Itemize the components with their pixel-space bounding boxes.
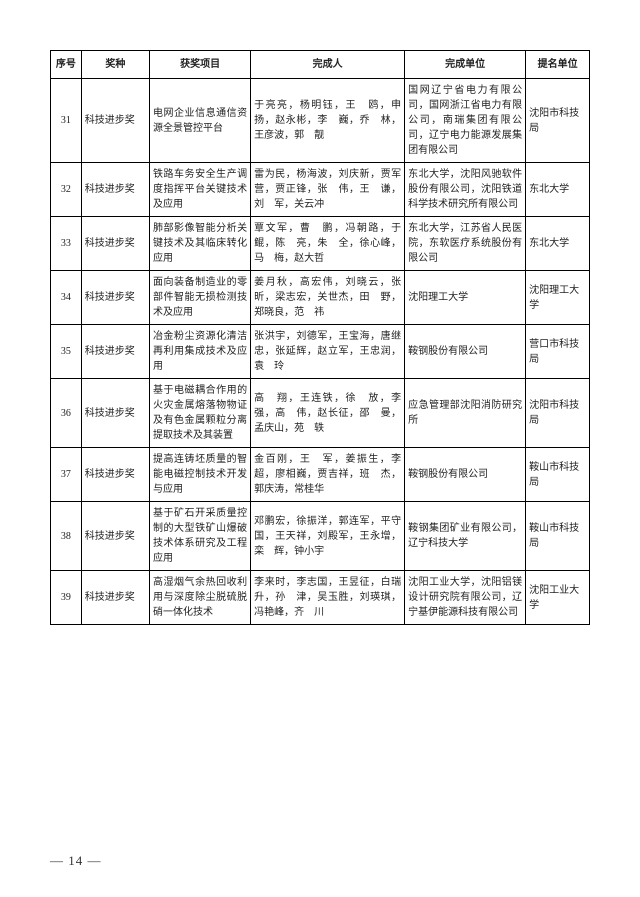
- cell-nom: 沈阳理工大学: [526, 271, 590, 325]
- table-body: 31科技进步奖电网企业信息通信资源全景管控平台于亮亮，杨明钰，王 鸥，申 扬，赵…: [51, 79, 590, 625]
- cell-project: 电网企业信息通信资源全景管控平台: [149, 79, 250, 163]
- cell-award: 科技进步奖: [81, 502, 149, 571]
- cell-seq: 35: [51, 325, 82, 379]
- table-row: 38科技进步奖基于矿石开采质量控制的大型铁矿山爆破技术体系研究及工程应用邓鹏宏，…: [51, 502, 590, 571]
- cell-nom: 东北大学: [526, 163, 590, 217]
- cell-unit: 沈阳理工大学: [405, 271, 526, 325]
- cell-project: 冶金粉尘资源化清洁再利用集成技术及应用: [149, 325, 250, 379]
- table-row: 34科技进步奖面向装备制造业的零部件智能无损检测技术及应用姜月秋，高宏伟，刘晓云…: [51, 271, 590, 325]
- page-number: — 14 —: [50, 853, 102, 869]
- cell-people: 高 翔，王连铁，徐 放，李 强，高 伟，赵长征，邵 曼，孟庆山，苑 轶: [251, 379, 405, 448]
- cell-people: 张洪宇，刘德军，王宝海，唐继忠，张延辉，赵立军，王忠润，袁 玲: [251, 325, 405, 379]
- table-row: 37科技进步奖提高连铸坯质量的智能电磁控制技术开发与应用金百刚，王 军，姜振生，…: [51, 448, 590, 502]
- cell-seq: 37: [51, 448, 82, 502]
- cell-award: 科技进步奖: [81, 217, 149, 271]
- col-nom: 提名单位: [526, 51, 590, 79]
- cell-unit: 沈阳工业大学，沈阳铝镁设计研究院有限公司，辽宁基伊能源科技有限公司: [405, 571, 526, 625]
- cell-seq: 36: [51, 379, 82, 448]
- cell-unit: 鞍钢股份有限公司: [405, 448, 526, 502]
- cell-project: 基于矿石开采质量控制的大型铁矿山爆破技术体系研究及工程应用: [149, 502, 250, 571]
- cell-seq: 34: [51, 271, 82, 325]
- cell-nom: 鞍山市科技局: [526, 448, 590, 502]
- table-row: 33科技进步奖肺部影像智能分析关键技术及其临床转化应用覃文军，曹 鹏，冯朝路，于…: [51, 217, 590, 271]
- cell-unit: 东北大学，江苏省人民医院，东软医疗系统股份有限公司: [405, 217, 526, 271]
- table-header: 序号 奖种 获奖项目 完成人 完成单位 提名单位: [51, 51, 590, 79]
- cell-nom: 沈阳市科技局: [526, 79, 590, 163]
- cell-people: 邓鹏宏，徐振洋，郭连军，平守国，王天祥，刘殿军，王永增，栾 辉，钟小宇: [251, 502, 405, 571]
- table-row: 32科技进步奖铁路车务安全生产调度指挥平台关键技术及应用雷为民，杨海波，刘庆新，…: [51, 163, 590, 217]
- cell-people: 于亮亮，杨明钰，王 鸥，申 扬，赵永彬，李 巍，乔 林，王彦波，郭 靓: [251, 79, 405, 163]
- cell-nom: 沈阳工业大学: [526, 571, 590, 625]
- cell-unit: 国网辽宁省电力有限公司，国网浙江省电力有限公司，南瑞集团有限公司，辽宁电力能源发…: [405, 79, 526, 163]
- cell-nom: 鞍山市科技局: [526, 502, 590, 571]
- cell-project: 基于电磁耦合作用的火灾金属熔落物物证及有色金属颗粒分离提取技术及其装置: [149, 379, 250, 448]
- cell-award: 科技进步奖: [81, 571, 149, 625]
- cell-nom: 东北大学: [526, 217, 590, 271]
- col-project: 获奖项目: [149, 51, 250, 79]
- col-unit: 完成单位: [405, 51, 526, 79]
- cell-project: 肺部影像智能分析关键技术及其临床转化应用: [149, 217, 250, 271]
- cell-seq: 32: [51, 163, 82, 217]
- cell-seq: 33: [51, 217, 82, 271]
- cell-unit: 鞍钢股份有限公司: [405, 325, 526, 379]
- cell-seq: 31: [51, 79, 82, 163]
- document-page: 序号 奖种 获奖项目 完成人 完成单位 提名单位 31科技进步奖电网企业信息通信…: [0, 0, 640, 897]
- cell-people: 金百刚，王 军，姜振生，李 超，廖相巍，贾吉祥，班 杰，郭庆涛，常桂华: [251, 448, 405, 502]
- cell-award: 科技进步奖: [81, 271, 149, 325]
- cell-nom: 沈阳市科技局: [526, 379, 590, 448]
- cell-award: 科技进步奖: [81, 79, 149, 163]
- col-people: 完成人: [251, 51, 405, 79]
- cell-project: 提高连铸坯质量的智能电磁控制技术开发与应用: [149, 448, 250, 502]
- table-row: 35科技进步奖冶金粉尘资源化清洁再利用集成技术及应用张洪宇，刘德军，王宝海，唐继…: [51, 325, 590, 379]
- table-row: 39科技进步奖高湿烟气余热回收利用与深度除尘脱硫脱硝一体化技术李来时，李志国，王…: [51, 571, 590, 625]
- cell-unit: 东北大学，沈阳风驰软件股份有限公司，沈阳铁道科学技术研究所有限公司: [405, 163, 526, 217]
- cell-people: 姜月秋，高宏伟，刘晓云，张 昕，梁志宏，关世杰，田 野，郑晓良，范 祎: [251, 271, 405, 325]
- table-row: 31科技进步奖电网企业信息通信资源全景管控平台于亮亮，杨明钰，王 鸥，申 扬，赵…: [51, 79, 590, 163]
- cell-people: 覃文军，曹 鹏，冯朝路，于 鲲，陈 亮，朱 全，徐心峰，马 梅，赵大哲: [251, 217, 405, 271]
- col-seq: 序号: [51, 51, 82, 79]
- cell-award: 科技进步奖: [81, 163, 149, 217]
- cell-project: 面向装备制造业的零部件智能无损检测技术及应用: [149, 271, 250, 325]
- cell-people: 李来时，李志国，王昱征，白瑞升，孙 津，吴玉胜，刘瑛琪，冯艳峰，齐 川: [251, 571, 405, 625]
- cell-people: 雷为民，杨海波，刘庆新，贾军营，贾正锋，张 伟，王 谦，刘 军，关云冲: [251, 163, 405, 217]
- awards-table: 序号 奖种 获奖项目 完成人 完成单位 提名单位 31科技进步奖电网企业信息通信…: [50, 50, 590, 625]
- cell-unit: 应急管理部沈阳消防研究所: [405, 379, 526, 448]
- cell-project: 高湿烟气余热回收利用与深度除尘脱硫脱硝一体化技术: [149, 571, 250, 625]
- cell-award: 科技进步奖: [81, 379, 149, 448]
- cell-nom: 营口市科技局: [526, 325, 590, 379]
- cell-project: 铁路车务安全生产调度指挥平台关键技术及应用: [149, 163, 250, 217]
- cell-seq: 38: [51, 502, 82, 571]
- cell-seq: 39: [51, 571, 82, 625]
- col-award: 奖种: [81, 51, 149, 79]
- cell-award: 科技进步奖: [81, 448, 149, 502]
- cell-award: 科技进步奖: [81, 325, 149, 379]
- table-row: 36科技进步奖基于电磁耦合作用的火灾金属熔落物物证及有色金属颗粒分离提取技术及其…: [51, 379, 590, 448]
- cell-unit: 鞍钢集团矿业有限公司，辽宁科技大学: [405, 502, 526, 571]
